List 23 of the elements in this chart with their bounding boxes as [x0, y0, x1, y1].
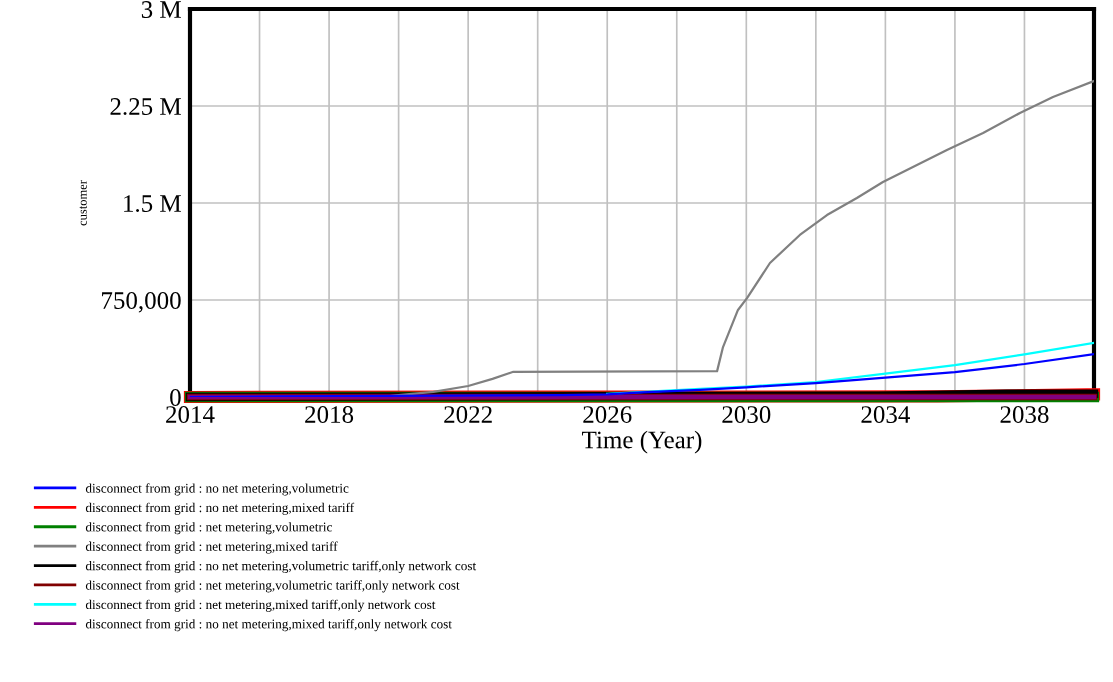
- legend-label: disconnect from grid : no net metering,mixed tariff,only network cost: [85, 619, 452, 632]
- y-tick-label: 3 M: [141, 1, 181, 18]
- y-tick-label: 0: [170, 389, 181, 406]
- x-tick-label: 2030: [722, 406, 771, 423]
- legend-label: disconnect from grid : no net metering,mixed tariff: [85, 502, 355, 515]
- x-axis-title: Time (Year): [582, 430, 702, 454]
- y-axis-title: customer: [79, 180, 87, 226]
- x-tick-label: 2014: [166, 406, 215, 423]
- legend-label: disconnect from grid : net metering,mixed tariff: [85, 541, 338, 554]
- legend-label: disconnect from grid : net metering,volumetric: [85, 522, 332, 535]
- x-tick-label: 2026: [583, 406, 632, 423]
- legend-label: disconnect from grid : no net metering,volumetric: [85, 483, 349, 496]
- legend-label: disconnect from grid : net metering,mixed tariff,only network cost: [85, 599, 436, 612]
- x-tick-label: 2018: [305, 406, 354, 423]
- y-tick-label: 2.25 M: [110, 98, 181, 116]
- y-tick-label: 1.5 M: [124, 195, 181, 213]
- x-tick-label: 2038: [1000, 406, 1049, 423]
- line-series: [190, 352, 1094, 397]
- x-tick-label: 2022: [444, 406, 492, 423]
- x-tick-label: 2034: [861, 406, 910, 423]
- legend-label: disconnect from grid : net metering,volumetric tariff,only network cost: [85, 580, 460, 593]
- y-tick-label: 750,000: [102, 292, 181, 313]
- legend-label: disconnect from grid : no net metering,volumetric tariff,only network cost: [85, 560, 477, 573]
